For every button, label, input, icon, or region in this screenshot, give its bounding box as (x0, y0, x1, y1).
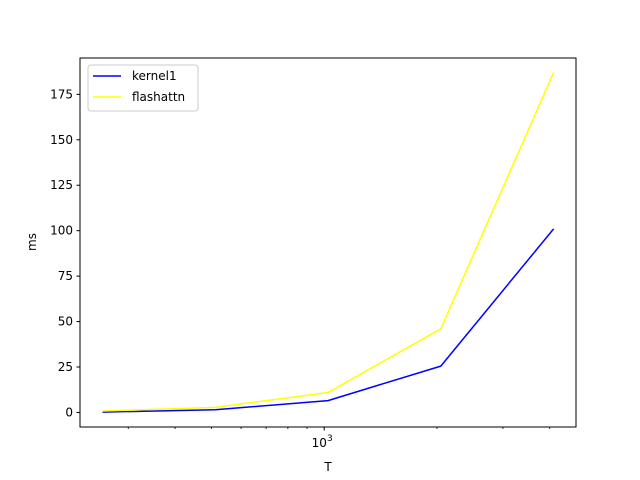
y-tick-label: 0 (65, 405, 73, 419)
y-axis-label: ms (25, 233, 39, 251)
y-tick-label: 150 (50, 133, 73, 147)
x-axis-label: T (323, 460, 332, 474)
series-line-flashattn (102, 72, 555, 412)
y-tick-label: 75 (58, 269, 73, 283)
legend: kernel1 flashattn (87, 64, 199, 112)
legend-label: kernel1 (132, 69, 177, 83)
y-tick-label: 25 (58, 360, 73, 374)
y-axis: 0 25 50 75 100 125 150 175 (50, 87, 80, 419)
series-line-kernel1 (102, 228, 555, 413)
legend-label: flashattn (132, 90, 185, 104)
x-axis: 103 (127, 427, 551, 450)
y-tick-label: 100 (50, 224, 73, 238)
y-tick-label: 125 (50, 178, 73, 192)
y-tick-label: 175 (50, 87, 73, 101)
series-layer (102, 72, 555, 413)
x-tick-label: 103 (312, 434, 333, 450)
y-tick-label: 50 (58, 315, 73, 329)
plot-area (79, 57, 577, 428)
